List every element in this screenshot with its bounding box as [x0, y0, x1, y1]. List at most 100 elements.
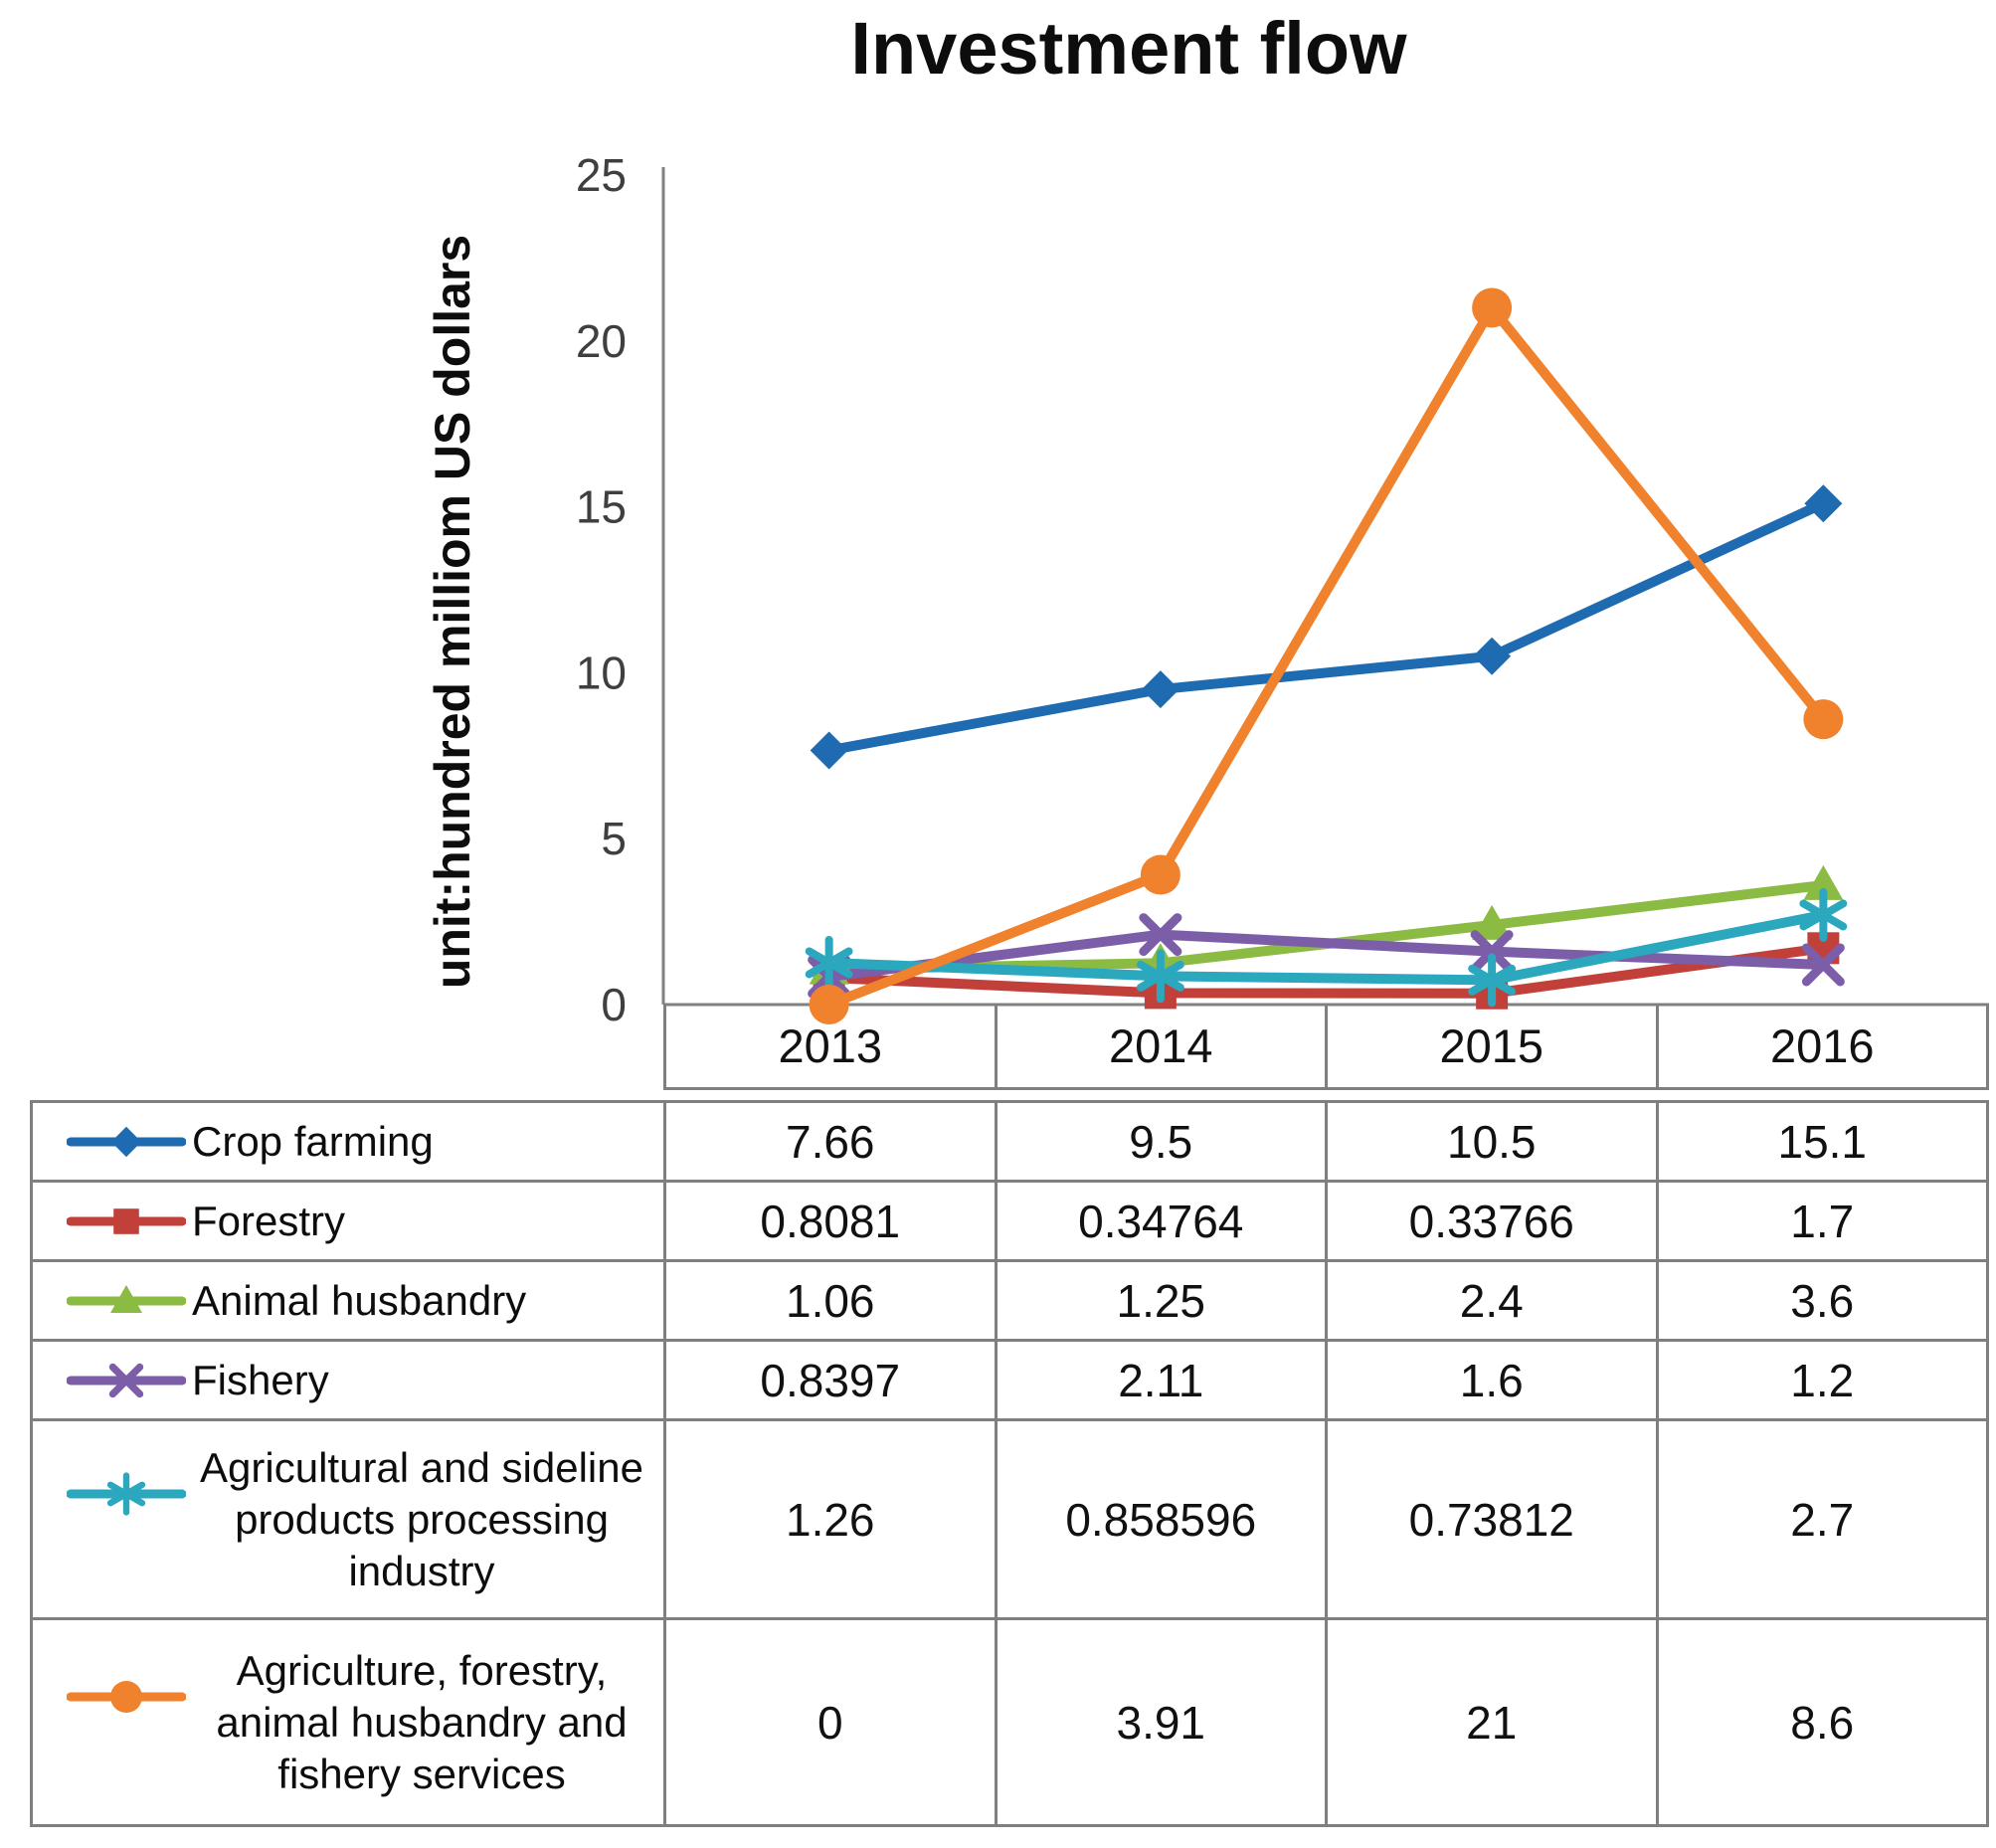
data-table-body: Crop farming 7.66 9.5 10.5 15.1 Forestry 0.808…: [30, 1100, 1989, 1827]
value-cell: 0.8081: [663, 1180, 998, 1262]
value-cell: 0.73812: [1325, 1418, 1659, 1620]
legend-entry: Animal husbandry: [33, 1275, 663, 1327]
y-tick-label: 5: [601, 813, 627, 864]
line: [1470, 930, 1514, 974]
y-tick-label: 20: [576, 315, 627, 367]
chart-title: Investment flow: [850, 7, 1407, 90]
year-cell: 2016: [1655, 1005, 1987, 1087]
value-cell: 15.1: [1655, 1100, 1989, 1183]
table-row: Forestry 0.8081 0.34764 0.33766 1.7: [30, 1180, 1989, 1262]
line-chart-plot: 0 5 10 15 20 25: [576, 149, 1989, 1030]
table-row: Fishery 0.8397 2.11 1.6 1.2: [30, 1339, 1989, 1421]
triangle-marker: [1472, 904, 1513, 940]
value-cell: 1.7: [1655, 1180, 1989, 1262]
line: [1801, 943, 1845, 987]
triangle-marker: [1140, 943, 1180, 979]
y-tick-label: 0: [601, 979, 627, 1030]
value-cell: 0.8397: [663, 1339, 998, 1421]
value-cell: 0.34764: [994, 1180, 1328, 1262]
value-cell: 10.5: [1325, 1100, 1659, 1183]
circle-marker: [1803, 699, 1844, 740]
line: [1139, 913, 1182, 957]
value-cell: 3.91: [994, 1617, 1328, 1827]
line: [106, 1481, 146, 1506]
line: [808, 955, 851, 999]
diamond-marker: [1804, 484, 1843, 523]
value-cell: 9.5: [994, 1100, 1328, 1183]
value-cell: 1.06: [663, 1259, 998, 1342]
asterisk-marker: [106, 1471, 146, 1516]
triangle-legend-key-icon: [67, 1284, 186, 1313]
table-row: Animal husbandry 1.06 1.25 2.4 3.6: [30, 1259, 1989, 1342]
x-legend-key-icon: [67, 1363, 186, 1397]
asterisk-marker: [1136, 949, 1184, 1004]
square-marker: [113, 1207, 139, 1234]
circle-marker: [110, 1680, 142, 1713]
square-legend-key-icon: [67, 1207, 186, 1234]
year-cell: 2015: [1325, 1005, 1656, 1087]
data-table: Crop farming 7.66 9.5 10.5 15.1 Forestry 0.808…: [30, 1100, 1989, 1827]
triangle-marker: [809, 949, 849, 985]
legend-label: Forestry: [192, 1197, 346, 1244]
legend-entry: Crop farming: [33, 1116, 663, 1168]
series-line-2: [823, 879, 1829, 975]
year-cell: 2013: [778, 1019, 883, 1072]
legend-cell: Fishery: [30, 1339, 666, 1421]
x-marker: [1801, 943, 1845, 987]
asterisk-marker: [1468, 953, 1517, 1008]
value-cell: 0: [663, 1617, 998, 1827]
legend-entry: Agricultural and sideline products proces…: [33, 1442, 663, 1597]
line: [1136, 960, 1184, 992]
line: [108, 1363, 144, 1397]
line: [1801, 943, 1845, 987]
diamond-marker: [1473, 637, 1512, 675]
line: [808, 955, 851, 999]
triangle-marker: [1803, 864, 1844, 900]
diamond-marker: [110, 1126, 142, 1157]
legend-label: Agricultural and sideline products proces…: [200, 1443, 643, 1594]
line: [1468, 964, 1517, 996]
value-cell: 8.6: [1655, 1617, 1989, 1827]
square-marker: [813, 962, 845, 995]
series-line-4: [823, 909, 1829, 986]
legend-label: Agriculture, forestry, animal husbandry a…: [216, 1646, 628, 1797]
series-line-1: [823, 943, 1829, 999]
value-cell: 3.6: [1655, 1259, 1989, 1342]
line: [1799, 899, 1848, 931]
value-cell: 1.6: [1325, 1339, 1659, 1421]
line: [1470, 930, 1514, 974]
y-axis-label: unit:hundred milliom US dollars: [425, 234, 480, 990]
square-marker: [1807, 932, 1840, 965]
circle-marker: [1140, 854, 1180, 895]
diamond-marker: [810, 731, 848, 770]
value-cell: 2.4: [1325, 1259, 1659, 1342]
line: [805, 947, 853, 979]
value-cell: 1.2: [1655, 1339, 1989, 1421]
line: [1799, 899, 1848, 931]
legend-cell: Crop farming: [30, 1100, 666, 1183]
line: [1136, 960, 1184, 992]
x-marker: [1470, 930, 1514, 974]
series-line-3: [823, 929, 1829, 982]
diamond-legend-key-icon: [67, 1126, 186, 1157]
table-row: Crop farming 7.66 9.5 10.5 15.1: [30, 1100, 1989, 1183]
legend-cell: Forestry: [30, 1180, 666, 1262]
triangle-marker: [110, 1284, 142, 1313]
diamond-marker: [1141, 670, 1179, 709]
table-row: Agriculture, forestry, animal husbandry a…: [30, 1617, 1989, 1827]
legend-label: Crop farming: [192, 1117, 434, 1165]
y-tick-label: 15: [576, 481, 627, 533]
asterisk-marker: [805, 935, 853, 990]
value-cell: 1.25: [994, 1259, 1328, 1342]
value-cell: 0.858596: [994, 1418, 1328, 1620]
value-cell: 0.33766: [1325, 1180, 1659, 1262]
legend-label: Animal husbandry: [192, 1276, 527, 1324]
asterisk-legend-key-icon: [67, 1471, 186, 1516]
year-header-row: 2013 2014 2015 2016: [663, 1005, 1989, 1090]
year-cell: 2014: [994, 1005, 1326, 1087]
line: [1139, 913, 1182, 957]
legend-label: Fishery: [192, 1356, 329, 1403]
x-marker: [808, 955, 851, 999]
value-cell: 21: [1325, 1617, 1659, 1827]
